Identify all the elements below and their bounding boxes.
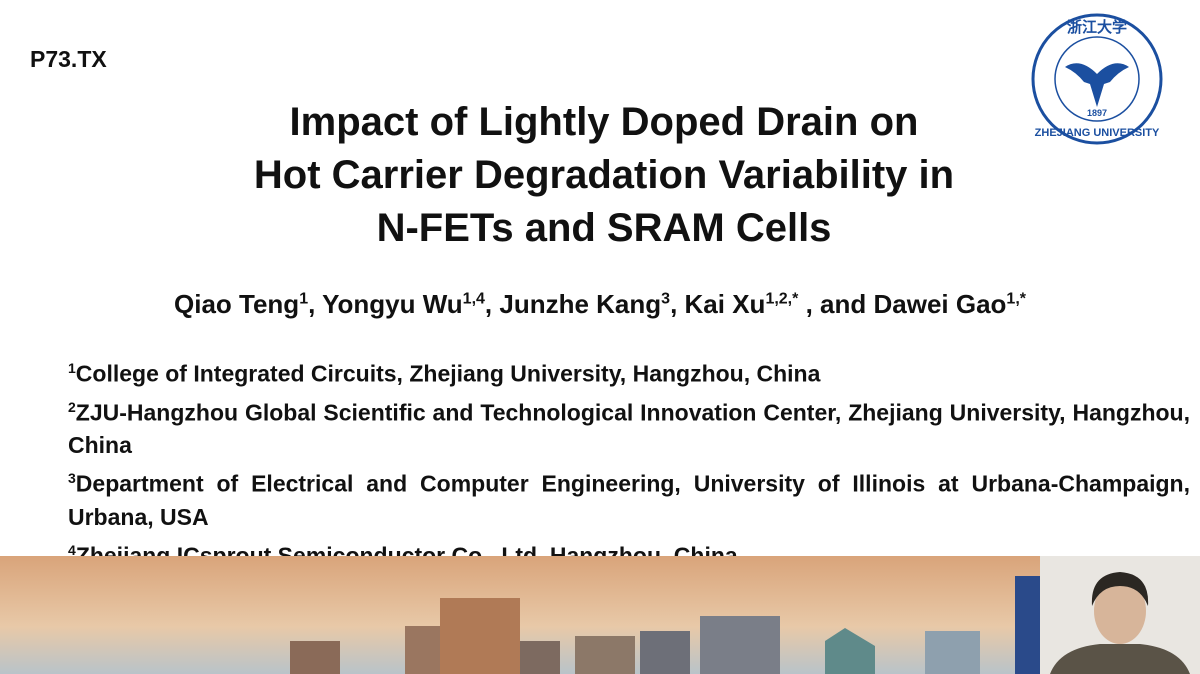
author-name: , Kai Xu xyxy=(670,289,766,319)
logo: 浙江大学 1897 ZHEJIANG UNIVERSITY xyxy=(1031,13,1163,145)
affiliation-sup: 2 xyxy=(68,398,76,415)
affiliation-text: Department of Electrical and Computer En… xyxy=(68,470,1190,530)
affiliation-sup: 4 xyxy=(68,541,76,558)
affiliation-sup: 1 xyxy=(68,360,76,376)
title: Impact of Lightly Doped Drain on Hot Car… xyxy=(0,96,1200,255)
author-sup: 3 xyxy=(661,290,671,308)
logo-year: 1897 xyxy=(1087,108,1107,118)
author-sup: 1 xyxy=(299,290,309,308)
affiliations: 1College of Integrated Circuits, Zhejian… xyxy=(68,352,1190,573)
affiliation: 3Department of Electrical and Computer E… xyxy=(68,462,1190,534)
title-line: Impact of Lightly Doped Drain on xyxy=(289,100,919,144)
affiliation-text: ZJU-Hangzhou Global Scientific and Techn… xyxy=(68,399,1190,459)
author-sup: 1,* xyxy=(1006,290,1026,308)
webcam xyxy=(1040,556,1200,674)
affiliation-text: College of Integrated Circuits, Zhejiang… xyxy=(75,360,821,387)
affiliation: 2ZJU-Hangzhou Global Scientific and Tech… xyxy=(68,391,1190,463)
skyline-photo xyxy=(0,556,1040,674)
title-line: N-FETs and SRAM Cells xyxy=(376,206,832,250)
logo-chinese: 浙江大学 xyxy=(1067,18,1127,36)
title-line: Hot Carrier Degradation Variability in xyxy=(253,153,955,197)
author-name: , Junzhe Kang xyxy=(484,289,662,319)
affiliation: 1College of Integrated Circuits, Zhejian… xyxy=(68,352,1190,391)
authors: Qiao Teng1, Yongyu Wu1,4, Junzhe Kang3, … xyxy=(0,289,1200,320)
poster-id: P73.TX xyxy=(30,46,107,72)
author-name: , Yongyu Wu xyxy=(308,289,463,319)
author-name: Qiao Teng xyxy=(174,289,300,319)
author-sup: 1,4 xyxy=(462,290,485,308)
affiliation-sup: 3 xyxy=(68,470,76,487)
author-name: , and Dawei Gao xyxy=(798,289,1007,319)
logo-name: ZHEJIANG UNIVERSITY xyxy=(1035,127,1160,139)
author-sup: 1,2,* xyxy=(765,290,799,308)
